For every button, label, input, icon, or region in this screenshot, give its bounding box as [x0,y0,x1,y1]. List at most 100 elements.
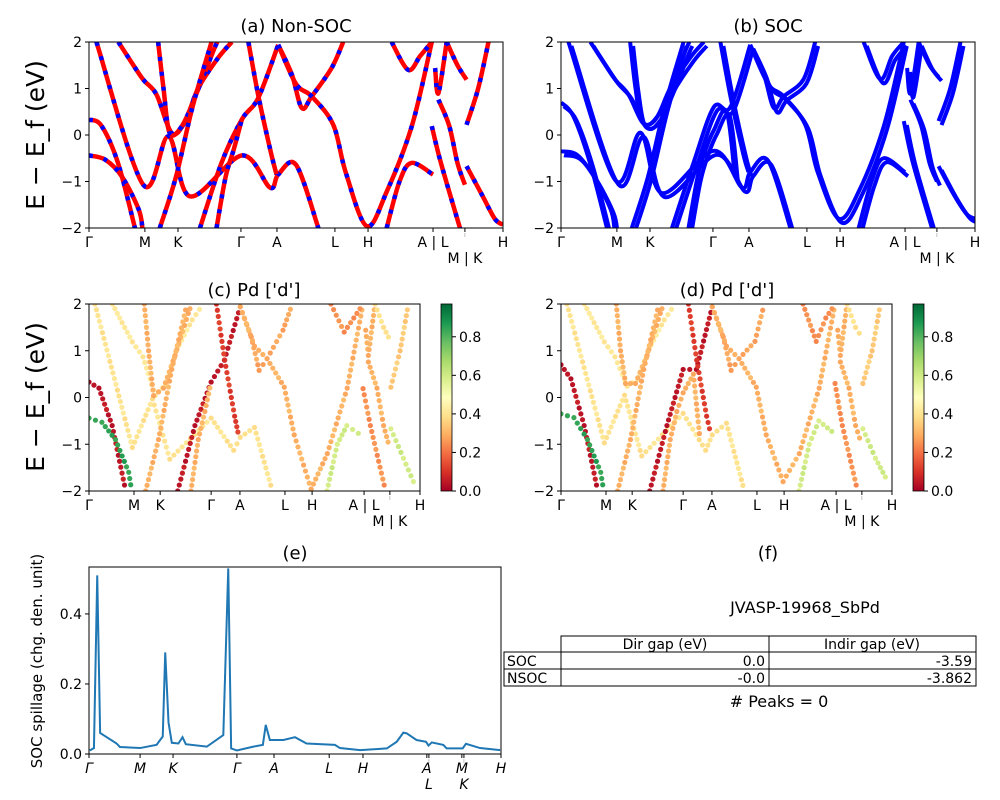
data-point [839,364,845,370]
data-point [89,415,92,421]
band-dash [429,125,463,228]
cell-nsoc-indir: -3.862 [927,671,972,687]
data-point [158,425,164,431]
data-point [190,471,196,477]
data-point [778,473,784,479]
data-point [659,440,665,446]
data-point [578,353,584,359]
data-point [608,424,614,430]
data-point [187,306,193,312]
band-dash [157,42,214,228]
data-point [182,307,189,313]
data-point [99,419,105,425]
data-point [849,464,855,470]
band-dash [155,42,220,138]
data-point [352,343,358,349]
data-point [98,324,104,330]
data-point [696,425,702,431]
x-tick-label: H [307,498,318,514]
data-point [334,441,340,447]
x-tick-label: K [628,498,638,514]
data-point [208,379,214,385]
x-tick-label: A | L [890,235,921,251]
data-point [237,434,243,440]
data-point [690,371,697,377]
data-point [189,476,196,483]
data-point [129,444,135,451]
data-point [199,420,205,426]
x-tick-label: M [456,761,468,777]
data-point [145,407,151,413]
data-point [852,422,859,429]
x-tick-label: A [707,498,717,514]
data-point [195,436,201,443]
data-point [800,470,806,477]
colorbar-tick-label: 0.8 [931,330,953,346]
data-point [670,425,676,431]
data-point [237,304,243,310]
data-point [740,482,746,488]
band-line-split [939,169,975,224]
data-point [345,379,351,385]
data-point [374,385,380,391]
data-point [370,375,377,381]
data-point [801,465,807,471]
data-point [632,431,639,437]
data-point [108,364,115,370]
data-point [867,353,874,359]
data-point [719,424,725,430]
data-point [636,390,642,396]
data-point [820,421,826,427]
data-point [349,361,355,367]
data-point [725,426,731,432]
data-point [361,392,367,398]
data-point [192,459,198,466]
data-point [622,459,628,466]
data-point [126,469,132,475]
x-tick-label: Γ [85,498,93,514]
data-point [211,373,218,380]
data-point [224,369,230,376]
data-point [102,341,109,347]
data-point [565,307,572,313]
data-point [687,366,693,373]
data-point [153,408,159,414]
data-point [394,360,400,366]
data-point [593,482,600,488]
data-point [590,399,597,405]
data-point [621,392,628,398]
data-point [632,413,638,419]
data-point [320,461,326,467]
data-point [846,307,852,313]
data-point [380,324,387,330]
data-point [150,459,156,466]
data-point [584,306,590,312]
data-point [230,327,236,334]
data-point [391,372,397,378]
data-point [241,315,247,321]
data-point [284,317,290,323]
data-point [278,379,285,386]
bands-a [89,42,503,228]
data-point [757,320,763,326]
data-point [811,333,817,339]
axes-b: Γ M K Γ A L H A | LM | K H −2 −1 0 1 2 [533,35,980,267]
data-point [620,465,626,471]
data-point [365,410,371,416]
data-point [101,335,107,342]
data-point [178,476,184,482]
data-point [155,436,162,443]
data-point [636,442,642,448]
y-tick-label: −2 [61,484,82,500]
data-point [121,458,127,464]
data-point [674,408,680,415]
y-tick-label: 0.0 [60,747,82,763]
band-line-split [860,160,910,228]
y-tick-label: 0 [73,128,82,144]
data-point [614,307,620,313]
data-point [805,447,811,453]
data-point [819,367,826,373]
data-point [350,355,356,361]
